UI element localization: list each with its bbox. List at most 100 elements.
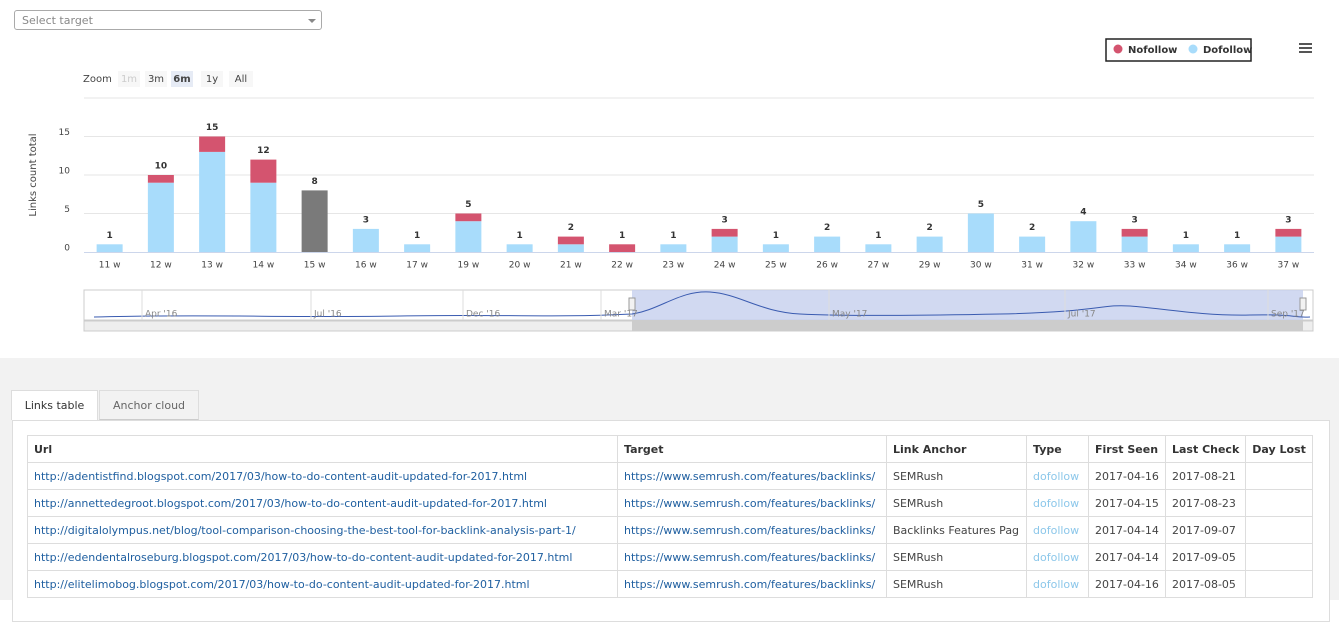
table-cell: dofollow (1026, 543, 1089, 571)
navigator-label: Mar '17 (604, 310, 638, 320)
total-label: 12 (257, 146, 270, 156)
total-label: 5 (465, 200, 471, 210)
column-header: Target (617, 435, 887, 463)
table-cell[interactable]: http://elitelimobog.blogspot.com/2017/03… (27, 570, 618, 598)
x-tick-label: 30 w (970, 261, 992, 271)
bar-segment (1275, 228, 1302, 237)
page: Select target Zoom Links count total 1m 3… (0, 10, 1339, 622)
table-cell (1245, 543, 1314, 571)
bar-segment (1070, 221, 1097, 252)
x-tick-label: 22 w (611, 261, 633, 271)
zoom-option[interactable]: 1y (206, 74, 218, 85)
table-cell[interactable]: http://adentistfind.blogspot.com/2017/03… (27, 462, 618, 490)
x-tick-label: 16 w (355, 261, 377, 271)
legend-label: Nofollow (1128, 45, 1177, 56)
bar-segment (301, 190, 328, 252)
bar-segment (1172, 244, 1199, 252)
table-cell[interactable]: https://www.semrush.com/features/backlin… (617, 543, 887, 571)
table-cell: SEMRush (886, 543, 1027, 571)
table-cell: 2017-04-14 (1088, 543, 1166, 571)
table-cell: 2017-08-21 (1164, 462, 1247, 490)
table-cell[interactable]: https://www.semrush.com/features/backlin… (617, 516, 887, 544)
y-tick-label: 15 (59, 128, 70, 138)
bar-segment (455, 221, 482, 252)
total-label: 2 (824, 223, 830, 233)
table-cell (1245, 462, 1314, 490)
table-cell: SEMRush (886, 489, 1027, 517)
table-row: http://elitelimobog.blogspot.com/2017/03… (27, 570, 1314, 598)
table-cell: 2017-09-07 (1164, 516, 1247, 544)
bar-segment (814, 236, 841, 252)
x-tick-label: 37 w (1278, 261, 1300, 271)
y-tick-label: 5 (64, 205, 70, 215)
column-header: Type (1026, 435, 1089, 463)
table-row: http://adentistfind.blogspot.com/2017/03… (27, 462, 1314, 490)
legend-label: Dofollow (1203, 45, 1252, 56)
legend-marker (1113, 44, 1123, 54)
table-cell (1245, 516, 1314, 544)
x-tick-label: 34 w (1175, 261, 1197, 271)
bar-segment (557, 244, 584, 252)
x-tick-label: 29 w (919, 261, 941, 271)
table-cell[interactable]: https://www.semrush.com/features/backlin… (617, 489, 887, 517)
zoom-button[interactable] (171, 71, 193, 87)
table-cell[interactable]: https://www.semrush.com/features/backlin… (617, 462, 887, 490)
zoom-option[interactable]: All (235, 74, 247, 85)
table-cell: dofollow (1026, 462, 1089, 490)
table-cell: 2017-04-16 (1088, 570, 1166, 598)
table-cell: SEMRush (886, 462, 1027, 490)
bar-segment (1224, 244, 1251, 252)
y-tick-label: 10 (59, 167, 71, 177)
zoom-option[interactable]: 6m (173, 74, 190, 85)
table-cell: 2017-04-14 (1088, 516, 1166, 544)
x-tick-label: 33 w (1124, 261, 1146, 271)
zoom-button[interactable] (118, 71, 140, 87)
zoom-option[interactable]: 3m (148, 74, 164, 85)
x-tick-label: 19 w (458, 261, 480, 271)
table-cell: 2017-04-16 (1088, 462, 1166, 490)
menu-icon[interactable] (1299, 43, 1312, 53)
total-label: 3 (363, 215, 369, 225)
total-label: 8 (311, 177, 317, 187)
bar-segment (865, 244, 892, 252)
bar-segment (352, 228, 379, 252)
zoom-button[interactable] (201, 71, 223, 87)
bar-segment (199, 136, 226, 152)
tab-active[interactable]: Links table (11, 390, 98, 420)
column-header: Last Check (1164, 435, 1247, 463)
total-label: 2 (926, 223, 932, 233)
total-label: 3 (721, 215, 727, 225)
x-tick-label: 36 w (1226, 261, 1248, 271)
total-label: 15 (206, 123, 219, 133)
table-cell[interactable]: http://edendentalroseburg.blogspot.com/2… (27, 543, 618, 571)
header-row: Url Target Link Anchor Type First Seen Last C… (27, 435, 1314, 463)
bar-segment (455, 213, 482, 222)
table-cell[interactable]: http://annettedegroot.blogspot.com/2017/… (27, 489, 618, 517)
bar-segment (250, 182, 277, 252)
tab[interactable]: Anchor cloud (99, 390, 199, 420)
bar-segment (916, 236, 943, 252)
bar-segment (1275, 236, 1302, 252)
total-label: 5 (978, 200, 984, 210)
chart: Zoom Links count total 1m 3m 6m 1y All Nofoll… (28, 38, 1314, 332)
bar-segment (404, 244, 431, 252)
legend-box (1105, 38, 1252, 62)
x-tick-label: 21 w (560, 261, 582, 271)
column-header: Day Lost (1245, 435, 1314, 463)
navigator-label: Sep '17 (1271, 310, 1305, 320)
table-cell[interactable]: http://digitalolympus.net/blog/tool-comp… (27, 516, 618, 544)
zoom-button[interactable] (229, 71, 253, 87)
table-cell[interactable]: https://www.semrush.com/features/backlin… (617, 570, 887, 598)
total-label: 3 (1131, 215, 1137, 225)
total-label: 1 (670, 231, 676, 241)
target-select[interactable]: Select target (14, 10, 322, 30)
lower-section: Links table Anchor cloud Url Target Link A… (0, 358, 1339, 622)
x-tick-label: 15 w (304, 261, 326, 271)
total-label: 3 (1285, 215, 1291, 225)
bar-segment (762, 244, 789, 252)
zoom-button[interactable] (145, 71, 167, 87)
zoom-option[interactable]: 1m (121, 74, 137, 85)
x-tick-label: 11 w (99, 261, 121, 271)
navigator-label: Apr '16 (145, 310, 178, 320)
table-cell: dofollow (1026, 489, 1089, 517)
